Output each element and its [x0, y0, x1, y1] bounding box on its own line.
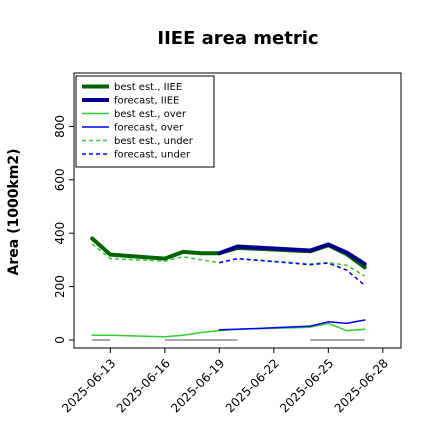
x-axis: 2025-06-132025-06-162025-06-192025-06-22… [59, 348, 391, 415]
legend-box [75, 75, 215, 168]
y-tick-label: 400 [53, 222, 67, 245]
y-tick-label: 800 [53, 115, 67, 138]
series-line-best-est-over [91, 322, 366, 338]
x-tick-label: 2025-06-25 [277, 356, 336, 415]
y-tick-label: 600 [53, 168, 67, 191]
y-axis-label: Area (1000km2) [6, 149, 22, 276]
plot-frame [73, 72, 402, 349]
x-tick-label: 2025-06-13 [59, 356, 118, 415]
x-tick-label: 2025-06-22 [223, 356, 282, 415]
y-tick-label: 200 [53, 275, 67, 298]
legend-label: forecast, over [114, 123, 184, 134]
series-line-forecast-over [218, 319, 366, 331]
legend-label: forecast, under [114, 150, 191, 161]
legend-label: best est., under [114, 136, 194, 147]
y-tick-label: 0 [53, 336, 67, 344]
chart-title: IIEE area metric [157, 28, 318, 49]
x-tick-label: 2025-06-16 [114, 356, 173, 415]
y-axis: 0 200 400 600 800 [53, 115, 74, 344]
legend: best est., IIEE forecast, IIEE best est., … [75, 75, 215, 168]
legend-label: best est., IIEE [114, 82, 182, 93]
legend-label: forecast, IIEE [114, 96, 179, 107]
legend-label: best est., over [114, 109, 187, 120]
x-tick-label: 2025-06-28 [332, 356, 391, 415]
series-line-forecast-under [219, 257, 366, 286]
series-line-forecast-iiee [217, 242, 367, 266]
x-tick-label: 2025-06-19 [168, 356, 227, 415]
